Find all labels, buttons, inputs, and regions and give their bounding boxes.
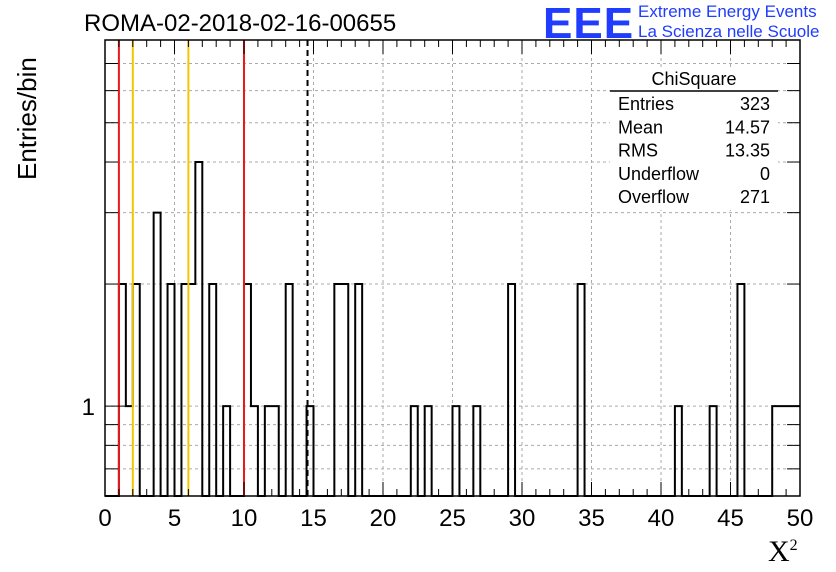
x-tick-label: 25 (439, 505, 466, 532)
histogram-bin (355, 284, 362, 496)
stats-row-label: RMS (618, 141, 658, 161)
chart-title: ROMA-02-2018-02-16-00655 (84, 10, 397, 37)
eee-logo: EEE (543, 0, 635, 48)
histogram-bin (195, 162, 202, 496)
histogram-bin (154, 213, 161, 496)
histogram-bin (675, 406, 682, 496)
x-tick-label: 45 (717, 505, 744, 532)
histogram-bin (126, 406, 133, 496)
histogram-bin (453, 406, 460, 496)
x-tick-label: 0 (98, 505, 111, 532)
stats-row-label: Mean (618, 117, 663, 137)
histogram-bin (334, 284, 341, 496)
stats-row-value: 271 (740, 187, 770, 207)
x-axis-label-text: X (768, 535, 790, 568)
stats-row-value: 0 (760, 164, 770, 184)
histogram-outline (105, 161, 800, 497)
histogram-bin (244, 284, 251, 496)
histogram-bin (188, 284, 195, 496)
histogram-bin (168, 284, 175, 496)
logo-line-1: Extreme Energy Events (638, 2, 817, 21)
histogram-bin (119, 284, 126, 496)
histogram-bin (737, 284, 744, 496)
histogram-bin (710, 406, 717, 496)
histogram-bin (425, 406, 432, 496)
histogram-bin (181, 284, 188, 496)
x-tick-label: 35 (578, 505, 605, 532)
x-tick-label: 5 (168, 505, 181, 532)
x-tick-label: 40 (648, 505, 675, 532)
stats-row-value: 323 (740, 94, 770, 114)
stats-row-label: Underflow (618, 164, 700, 184)
stats-title: ChiSquare (651, 69, 736, 89)
x-tick-label: 15 (300, 505, 327, 532)
histogram-bin (786, 406, 793, 496)
histogram-bin (793, 406, 800, 496)
stats-row-value: 14.57 (725, 117, 770, 137)
y-tick-label: 1 (82, 394, 95, 421)
x-tick-label: 50 (787, 505, 814, 532)
logo-line-2: La Scienza nelle Scuole (638, 22, 820, 41)
x-tick-label: 10 (231, 505, 258, 532)
x-tick-label: 20 (370, 505, 397, 532)
histogram-bin (341, 284, 348, 496)
histogram-bin (779, 406, 786, 496)
stats-row-label: Entries (618, 94, 674, 114)
x-axis-label: X2 (768, 535, 798, 569)
histogram-bin (223, 406, 230, 496)
histogram-bin (772, 406, 779, 496)
histogram-bin (473, 406, 480, 496)
histogram-bin (411, 406, 418, 496)
x-tick-label: 30 (509, 505, 536, 532)
histogram-bin (508, 284, 515, 496)
histogram-bin (272, 406, 279, 496)
histogram-bin (133, 284, 140, 496)
histogram-bin (578, 284, 585, 496)
stats-row-label: Overflow (618, 187, 690, 207)
histogram-bin (251, 406, 258, 496)
histogram-bin (265, 406, 272, 496)
x-axis-label-superscript: 2 (789, 537, 798, 554)
histogram-bin (209, 284, 216, 496)
stats-row-value: 13.35 (725, 141, 770, 161)
histogram-bin (286, 284, 293, 496)
